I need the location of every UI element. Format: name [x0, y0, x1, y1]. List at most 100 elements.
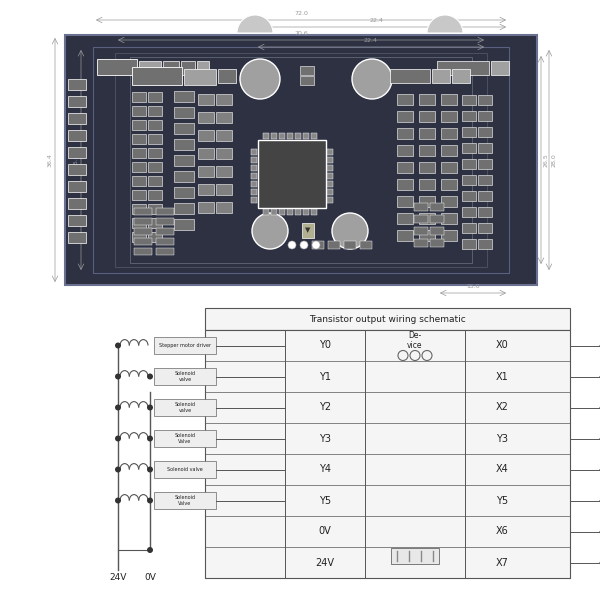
Bar — [130, 57, 472, 263]
Text: X6: X6 — [496, 527, 509, 536]
Bar — [419, 111, 435, 122]
Circle shape — [115, 467, 121, 473]
Circle shape — [147, 404, 153, 410]
Circle shape — [147, 373, 153, 379]
Bar — [462, 95, 476, 105]
Bar — [441, 128, 457, 139]
Bar — [328, 241, 340, 249]
Bar — [198, 202, 214, 213]
Bar — [441, 145, 457, 156]
Bar — [303, 209, 309, 215]
Bar — [132, 92, 146, 102]
Wedge shape — [237, 15, 273, 33]
Bar — [271, 209, 277, 215]
Text: 72.0: 72.0 — [294, 11, 308, 16]
Bar — [216, 166, 232, 177]
Circle shape — [115, 497, 121, 503]
Bar — [198, 130, 214, 141]
Text: De-
vice: De- vice — [407, 331, 423, 350]
Bar — [327, 149, 333, 155]
Circle shape — [115, 436, 121, 442]
Bar — [295, 133, 301, 139]
Bar — [148, 232, 162, 242]
Bar — [419, 230, 435, 241]
Bar — [263, 133, 269, 139]
Text: Solenoid
valve: Solenoid valve — [175, 371, 196, 382]
Bar — [197, 61, 209, 75]
Bar — [432, 69, 450, 83]
Bar — [156, 218, 174, 225]
Circle shape — [312, 241, 320, 249]
Bar — [441, 94, 457, 105]
Wedge shape — [427, 15, 463, 33]
Bar — [271, 133, 277, 139]
Bar — [148, 176, 162, 186]
Text: X0: X0 — [496, 340, 509, 350]
Circle shape — [252, 213, 288, 249]
Bar — [148, 190, 162, 200]
Bar — [251, 197, 257, 203]
Bar — [93, 47, 509, 273]
Bar — [414, 227, 428, 235]
Bar — [478, 175, 492, 185]
Text: 15.0: 15.0 — [466, 284, 480, 289]
Bar — [216, 184, 232, 195]
Bar — [327, 197, 333, 203]
Bar — [174, 107, 194, 118]
Bar — [397, 111, 413, 122]
Text: 35.4: 35.4 — [74, 153, 79, 167]
Bar — [311, 209, 317, 215]
Bar — [397, 94, 413, 105]
Bar — [68, 79, 86, 90]
Bar — [430, 239, 444, 247]
Text: 0V: 0V — [144, 573, 156, 582]
Bar — [430, 227, 444, 235]
Bar — [216, 202, 232, 213]
Bar — [327, 157, 333, 163]
Bar — [139, 61, 161, 75]
Bar — [132, 120, 146, 130]
Text: ▼: ▼ — [305, 227, 311, 233]
Bar — [198, 148, 214, 159]
Bar — [397, 145, 413, 156]
Bar — [148, 162, 162, 172]
Bar — [430, 215, 444, 223]
Bar — [263, 209, 269, 215]
Text: 28.0: 28.0 — [552, 153, 557, 167]
Bar — [65, 35, 537, 285]
Bar — [462, 191, 476, 201]
Circle shape — [240, 59, 280, 99]
Bar — [132, 232, 146, 242]
Bar — [360, 241, 372, 249]
Bar — [287, 209, 293, 215]
Bar — [478, 127, 492, 137]
Bar — [430, 203, 444, 211]
Bar — [300, 66, 314, 75]
Bar — [419, 162, 435, 173]
Bar — [391, 548, 439, 564]
Bar — [134, 238, 152, 245]
Text: Transistor output wiring schematic: Transistor output wiring schematic — [309, 314, 466, 323]
Bar — [132, 67, 182, 85]
Bar — [390, 69, 430, 83]
Bar — [251, 157, 257, 163]
Bar — [198, 94, 214, 105]
Bar — [132, 134, 146, 144]
Bar — [148, 134, 162, 144]
Text: 22.4: 22.4 — [370, 18, 384, 23]
Circle shape — [115, 404, 121, 410]
Bar — [478, 111, 492, 121]
Bar — [97, 59, 137, 75]
Circle shape — [147, 547, 153, 553]
Circle shape — [115, 373, 121, 379]
Bar — [132, 176, 146, 186]
Bar — [312, 241, 324, 249]
Bar — [132, 162, 146, 172]
Text: 24V: 24V — [109, 573, 127, 582]
Bar — [134, 218, 152, 225]
Bar — [344, 241, 356, 249]
Bar — [478, 239, 492, 249]
Bar — [441, 230, 457, 241]
Bar — [302, 223, 314, 238]
Circle shape — [300, 241, 308, 249]
